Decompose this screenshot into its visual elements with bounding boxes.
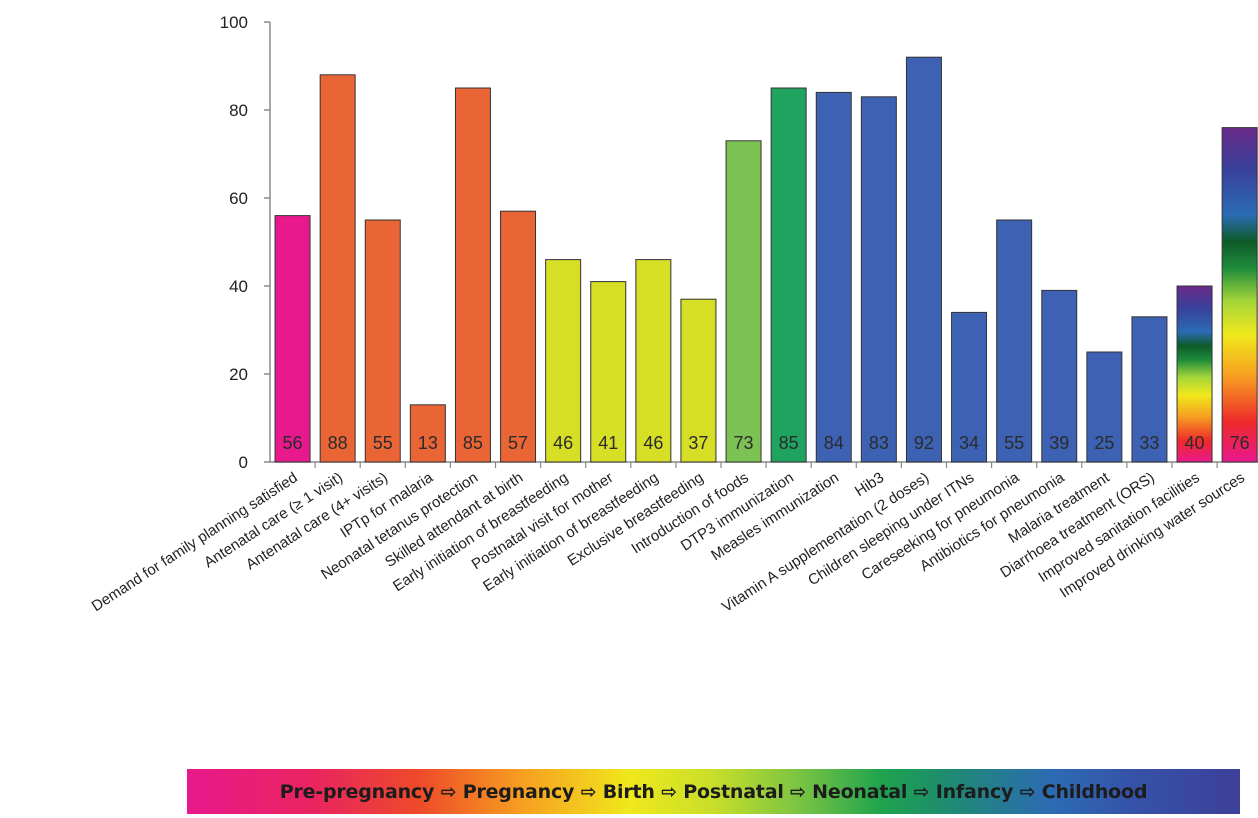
bar-value-label: 41 (598, 433, 618, 453)
bars-group: 56 88 55 13 85 57 46 41 46 37 73 85 84 83 92 34 55 39 25 33… (274, 56, 1258, 463)
y-tick-label: 0 (239, 453, 248, 472)
bar (725, 140, 762, 463)
bar (319, 74, 356, 463)
bar-chart: 0 20 40 60 80 100 56 88 55 13 85 57 46 41 46 37 73 85 84 8… (89, 13, 1258, 616)
bar-value-label: 46 (553, 433, 573, 453)
bar-value-label: 73 (734, 433, 754, 453)
bar (951, 311, 988, 463)
bar (500, 210, 537, 463)
y-tick-label: 20 (229, 365, 248, 384)
bar (635, 259, 672, 463)
bar-value-label: 25 (1094, 433, 1114, 453)
bar (860, 96, 897, 463)
bar (590, 281, 627, 463)
bar (1086, 351, 1123, 463)
bar (996, 219, 1033, 463)
bar-value-label: 13 (418, 433, 438, 453)
bar-value-label: 55 (373, 433, 393, 453)
bar-value-label: 39 (1049, 433, 1069, 453)
y-tick-label: 40 (229, 277, 248, 296)
bar-value-label: 83 (869, 433, 889, 453)
bar-value-label: 56 (283, 433, 303, 453)
bar (680, 298, 717, 463)
bar-value-label: 85 (779, 433, 799, 453)
x-axis-labels: Demand for family planning satisfiedAnte… (89, 462, 1248, 616)
stage-banner: Pre-pregnancy ⇨ Pregnancy ⇨ Birth ⇨ Post… (187, 769, 1240, 814)
bar (1041, 289, 1078, 463)
bar (1131, 316, 1168, 463)
bar-value-label: 46 (643, 433, 663, 453)
bar (364, 219, 401, 463)
bar (770, 87, 807, 463)
stage-banner-text: Pre-pregnancy ⇨ Pregnancy ⇨ Birth ⇨ Post… (279, 780, 1148, 803)
bar-value-label: 37 (688, 433, 708, 453)
bar-value-label: 40 (1185, 433, 1205, 453)
bar-value-label: 84 (824, 433, 844, 453)
bar-value-label: 85 (463, 433, 483, 453)
bar (905, 56, 942, 463)
bar-value-label: 76 (1230, 433, 1250, 453)
y-tick-label: 100 (220, 13, 248, 32)
bar-value-label: 55 (1004, 433, 1024, 453)
y-tick-label: 80 (229, 101, 248, 120)
bar-value-label: 57 (508, 433, 528, 453)
bar (815, 91, 852, 463)
bar-value-label: 34 (959, 433, 979, 453)
y-tick-label: 60 (229, 189, 248, 208)
bar (409, 404, 446, 463)
bar (274, 215, 311, 463)
bar (545, 259, 582, 463)
bar-value-label: 92 (914, 433, 934, 453)
bar-value-label: 88 (328, 433, 348, 453)
bar (454, 87, 491, 463)
bar-value-label: 33 (1139, 433, 1159, 453)
bar (1221, 127, 1258, 463)
bar (1176, 285, 1213, 463)
